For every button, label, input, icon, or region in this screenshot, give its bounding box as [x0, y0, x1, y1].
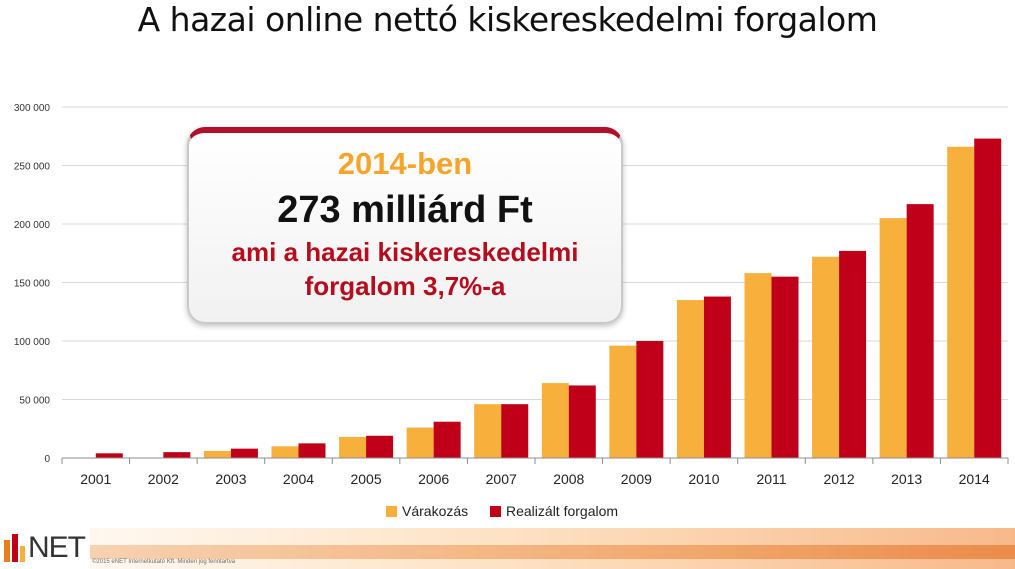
bar-realized [703, 296, 731, 458]
y-tick-label: 200 000 [14, 220, 51, 231]
x-tick-label: 2004 [283, 471, 314, 487]
bar-expectation [812, 256, 840, 458]
y-tick-label: 250 000 [14, 162, 51, 173]
y-tick-label: 0 [44, 454, 50, 465]
bar-expectation [609, 345, 637, 458]
enet-logo: NET [2, 530, 86, 566]
x-tick-label: 2008 [553, 471, 584, 487]
x-tick-label: 2012 [823, 471, 854, 487]
bar-realized [771, 276, 799, 458]
logo-mark-icon [4, 534, 25, 562]
x-axis: 2001 2002 2003 2004 2005 2006 2007 2008 2009 2010… [61, 457, 1009, 487]
x-tick-label: 2007 [486, 471, 517, 487]
bar-realized [366, 435, 394, 458]
x-tick-label: 2013 [891, 471, 922, 487]
legend: Várakozás Realizált forgalom [386, 503, 618, 519]
bar-realized [636, 341, 664, 458]
bar-realized [974, 138, 1002, 458]
bar-expectation [271, 446, 299, 458]
x-tick-label: 2006 [418, 471, 449, 487]
bar-realized [568, 385, 596, 458]
bar-realized [230, 448, 258, 458]
x-tick-label: 2003 [215, 471, 246, 487]
bar-expectation [879, 218, 907, 458]
bar-expectation [947, 146, 975, 458]
bar-realized [501, 404, 529, 458]
x-tick-label: 2014 [959, 471, 990, 487]
x-tick-label: 2011 [756, 471, 786, 487]
bar-expectation [203, 450, 231, 458]
x-tick-label: 2002 [148, 471, 179, 487]
legend-swatch [490, 506, 501, 517]
x-tick-label: 2001 [80, 471, 111, 487]
y-tick-label: 50 000 [19, 396, 50, 407]
chart-title: A hazai online nettó kiskereskedelmi for… [137, 0, 878, 39]
bar-realized [163, 452, 191, 458]
highlight-callout: 2014-ben 273 milliárd Ft ami a hazai kis… [187, 127, 623, 324]
x-tick-label: 2010 [688, 471, 719, 487]
bar-realized [95, 453, 123, 458]
bar-expectation [406, 427, 434, 458]
x-tick-label: 2005 [350, 471, 381, 487]
y-axis-ticks: 0 50 000 100 000 150 000 200 000 250 000 300 0… [14, 103, 51, 465]
y-tick-label: 100 000 [14, 337, 51, 348]
bar-realized [906, 204, 934, 458]
callout-amount: 273 milliárd Ft [277, 189, 533, 231]
x-tick-label: 2009 [621, 471, 652, 487]
legend-label: Várakozás [402, 503, 468, 519]
y-tick-label: 300 000 [14, 103, 51, 114]
bar-expectation [541, 383, 569, 458]
logo-text: NET [28, 531, 86, 564]
callout-year: 2014-ben [337, 146, 473, 181]
bar-expectation [676, 300, 704, 458]
bar-expectation [744, 273, 772, 458]
copyright-text: ©2015 eNET Internetkutató Kft. Minden jo… [92, 559, 236, 565]
bar-expectation [474, 404, 502, 458]
bar-realized [839, 250, 867, 458]
callout-text-1: ami a hazai kiskereskedelmi [231, 237, 579, 267]
callout-text-2: forgalom 3,7%-a [304, 271, 506, 301]
bar-realized [298, 443, 326, 458]
y-tick-label: 150 000 [14, 279, 51, 290]
legend-label: Realizált forgalom [506, 503, 618, 519]
legend-swatch [386, 506, 397, 517]
footer-band-accent [90, 545, 1015, 559]
bars [95, 138, 1002, 458]
bar-realized [433, 421, 461, 458]
bar-expectation [339, 436, 367, 458]
